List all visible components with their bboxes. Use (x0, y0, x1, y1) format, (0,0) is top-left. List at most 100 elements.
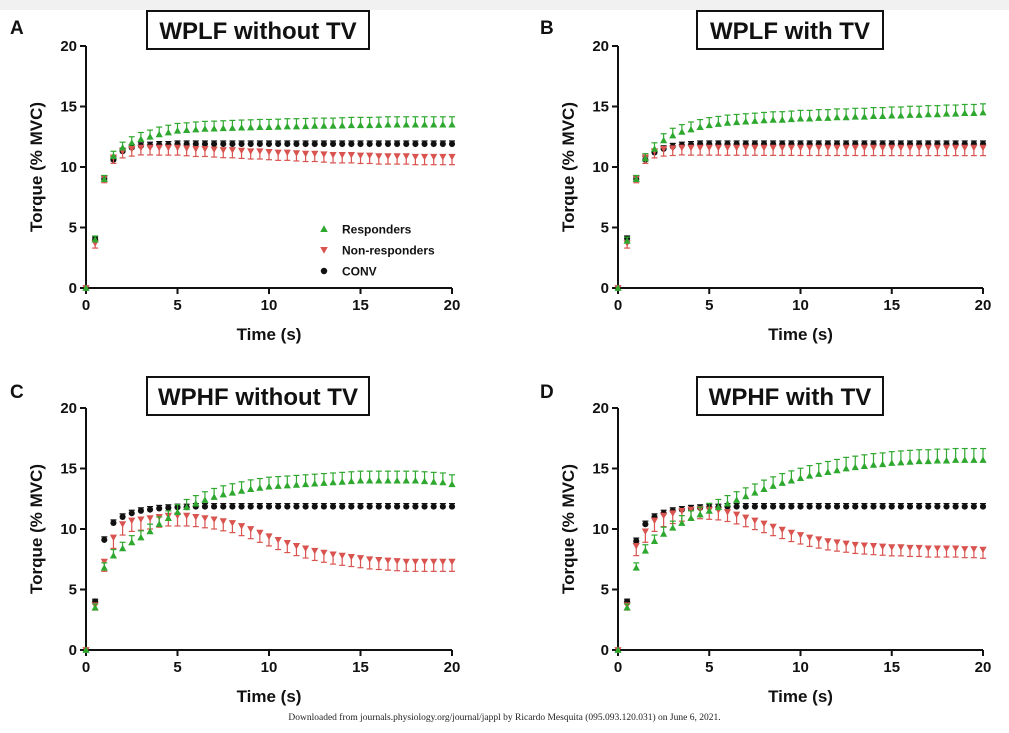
data-point (439, 153, 447, 161)
data-point (228, 147, 236, 154)
data-point (961, 109, 969, 117)
data-point (220, 503, 227, 510)
y-tick-label: 15 (60, 461, 77, 478)
data-point (815, 503, 822, 510)
legend-label: Non-responders (342, 244, 435, 258)
data-point (797, 503, 804, 510)
data-point (733, 503, 740, 510)
data-point (201, 515, 209, 522)
data-point (778, 479, 786, 486)
data-point (165, 504, 172, 511)
data-point (751, 517, 759, 525)
data-point (183, 503, 191, 511)
data-point (256, 123, 264, 130)
data-point (146, 506, 154, 513)
data-point (641, 547, 649, 554)
data-point (915, 144, 923, 152)
data-point (742, 144, 750, 152)
data-point (842, 144, 850, 152)
data-point (237, 147, 246, 155)
legend-marker-non-responders (320, 246, 328, 254)
data-point (952, 503, 959, 510)
data-point (851, 113, 859, 120)
y-axis-label: Torque (% MVC) (27, 102, 46, 232)
data-point (696, 123, 704, 130)
data-point (879, 460, 887, 468)
data-point (384, 140, 392, 148)
data-point (439, 558, 447, 566)
data-point (906, 503, 914, 510)
series-responders (82, 470, 456, 653)
data-point (897, 144, 905, 152)
data-point (356, 121, 365, 129)
data-point (796, 115, 805, 122)
data-point (210, 125, 218, 132)
data-point (302, 122, 310, 130)
data-point (888, 144, 896, 152)
x-tick-label: 20 (975, 297, 992, 314)
data-point (769, 523, 777, 531)
data-point (733, 511, 741, 519)
data-point (430, 140, 437, 148)
data-point (119, 513, 126, 520)
data-point (292, 122, 301, 130)
x-tick-label: 0 (614, 659, 622, 676)
data-point (320, 140, 327, 148)
data-point (192, 145, 200, 153)
data-point (833, 113, 841, 121)
data-point (283, 540, 291, 547)
data-point (384, 153, 392, 160)
x-tick-label: 15 (352, 659, 369, 676)
data-point (760, 485, 768, 492)
data-point (961, 456, 969, 463)
series-responders (614, 103, 987, 291)
data-point (347, 121, 355, 129)
y-axis-label: Torque (% MVC) (559, 102, 578, 232)
data-point (311, 503, 318, 510)
data-point (394, 140, 401, 148)
legend-marker-conv (320, 267, 328, 275)
data-point (942, 457, 951, 464)
data-point (201, 496, 209, 503)
data-point (247, 148, 255, 155)
data-point (623, 604, 631, 611)
data-point (632, 564, 640, 571)
data-point (448, 503, 456, 510)
download-footer: Downloaded from journals.physiology.org/… (288, 713, 721, 723)
y-tick-label: 20 (60, 400, 77, 417)
data-point (348, 503, 355, 510)
data-point (448, 558, 456, 566)
data-point (796, 474, 805, 482)
data-point (274, 482, 282, 489)
data-point (687, 125, 695, 133)
data-point (806, 534, 814, 542)
data-point (173, 508, 182, 515)
data-point (970, 546, 978, 553)
series-responders (82, 116, 456, 291)
data-point (238, 503, 245, 510)
data-point (879, 144, 887, 152)
chart-title-box (146, 376, 370, 416)
data-point (137, 135, 145, 143)
data-point (329, 152, 337, 159)
data-point (412, 140, 419, 148)
data-point (760, 520, 768, 528)
data-point (109, 534, 118, 542)
data-point (448, 153, 456, 161)
data-point (824, 538, 832, 545)
data-point (678, 507, 686, 515)
data-point (375, 503, 382, 510)
data-point (843, 503, 850, 510)
data-point (146, 515, 154, 522)
data-point (146, 144, 154, 152)
data-point (275, 140, 282, 148)
data-point (411, 558, 419, 566)
y-tick-label: 0 (601, 642, 609, 659)
data-point (970, 503, 977, 510)
data-point (302, 150, 310, 158)
data-point (201, 125, 209, 132)
x-tick-label: 10 (792, 659, 809, 676)
chart-title: WPLF without TV (159, 18, 356, 45)
series-conv (82, 502, 456, 654)
data-point (348, 140, 355, 148)
